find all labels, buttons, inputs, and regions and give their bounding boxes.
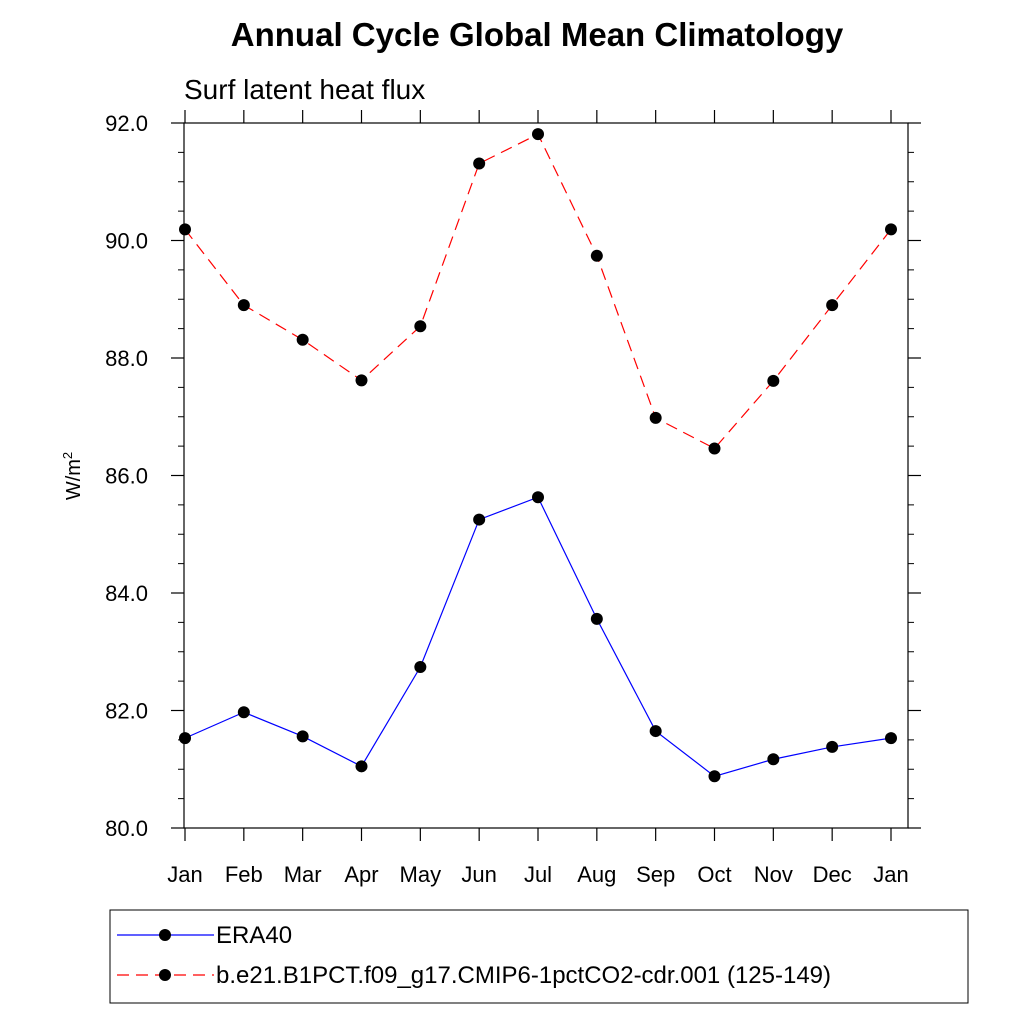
series-1-point [590,249,603,262]
x-tick-label: Jun [461,862,496,887]
x-tick-label: Sep [636,862,675,887]
legend-label-era40: ERA40 [216,922,292,949]
series-1-point [826,299,839,312]
x-tick-label: Jan [873,862,908,887]
series-0-point [532,491,544,504]
series-1-point [649,411,662,424]
legend-entry-model: b.e21.B1PCT.f09_g17.CMIP6-1pctCO2-cdr.00… [117,962,831,989]
plot-frame [183,122,909,829]
series-1-point [767,374,780,387]
y-axis-label-superscript: 2 [60,452,75,459]
y-tick-label: 80.0 [105,816,148,841]
x-tick-label: Jul [524,862,552,887]
series-0-point [355,760,368,773]
x-tick-label: Jan [167,862,202,887]
x-tick-label: Oct [697,862,731,887]
y-axis-label: W/m2 [60,452,85,500]
x-tick-label: Mar [284,862,322,887]
y-tick-label: 84.0 [105,581,148,606]
series-0-point [590,612,603,625]
series-0-point [885,732,897,745]
legend-entry-era40: ERA40 [117,922,292,949]
x-tick-label: Dec [813,862,852,887]
x-tick-label: Apr [344,862,378,887]
legend-label-model: b.e21.B1PCT.f09_g17.CMIP6-1pctCO2-cdr.00… [216,962,831,989]
series-1-point [473,157,486,170]
series-1-point [414,320,427,333]
x-tick-label: Feb [225,862,263,887]
y-tick-label: 82.0 [105,699,148,724]
legend-marker-era40 [159,929,171,941]
series-1-point [355,374,368,387]
series-line-1 [184,133,892,450]
x-ticks: Jan Feb Mar Apr May Jun Jul Aug Sep Oct Nov Dec Jan [167,110,909,887]
series-0-point [179,732,191,745]
x-tick-label: May [400,862,442,887]
x-tick-label: Nov [754,862,793,887]
series-0-point [767,753,780,766]
series-1-point [296,333,309,346]
legend-marker-model [159,969,171,981]
chart-title: Annual Cycle Global Mean Climatology [231,16,844,53]
series-0-point [826,740,839,753]
series-0-point [237,706,250,719]
series-1-point [532,128,544,141]
series-0-point [708,770,721,783]
chart-subtitle: Surf latent heat flux [184,74,425,105]
legend-box [109,909,969,1004]
series-1-point [179,223,191,236]
y-tick-label: 90.0 [105,229,148,254]
series-1-point [885,223,897,236]
svg-text:W/m2: W/m2 [60,452,85,500]
x-tick-label: Aug [577,862,616,887]
series-0-point [296,730,309,743]
series-layer [179,128,897,783]
y-ticks: 80.0 82.0 84.0 86.0 88.0 90.0 92.0 [105,111,921,841]
y-axis-label-text: W/m [63,459,85,500]
series-0-point [414,661,427,674]
series-0-point [649,725,662,738]
series-1-point [237,299,250,312]
series-line-0 [184,496,892,777]
legend: ERA40 b.e21.B1PCT.f09_g17.CMIP6-1pctCO2-… [109,909,969,1004]
y-tick-label: 92.0 [105,111,148,136]
y-tick-label: 88.0 [105,346,148,371]
series-1-point [708,442,721,455]
series-0-point [473,513,486,526]
y-tick-label: 86.0 [105,464,148,489]
